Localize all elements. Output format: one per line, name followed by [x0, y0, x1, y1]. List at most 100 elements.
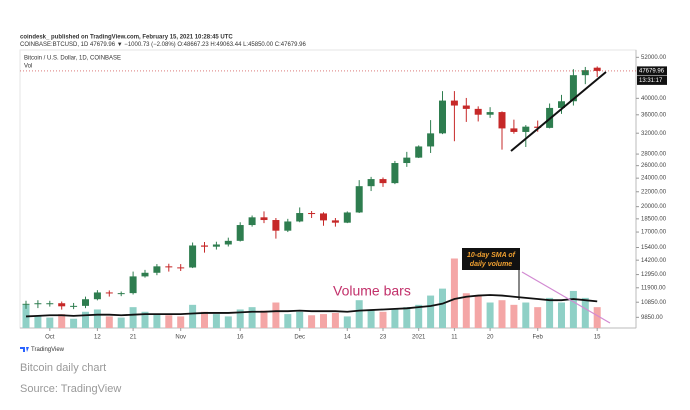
candle-body [189, 245, 197, 268]
x-tick-label: Nov [175, 335, 186, 341]
x-tick-label: 15 [594, 335, 601, 341]
countdown-label: 13:31:17 [639, 78, 663, 84]
volume-bar [105, 316, 113, 328]
y-tick-label: 15400.00 [641, 245, 667, 251]
volume-bar [308, 315, 316, 328]
candle-body [236, 225, 244, 241]
volume-bar [177, 316, 185, 328]
candle-body [58, 303, 66, 307]
candle-body [569, 75, 577, 102]
candle-body [331, 220, 339, 223]
volume-bar [331, 312, 339, 328]
volume-bar [343, 316, 351, 328]
volume-bar [34, 316, 42, 328]
volume-bar [391, 309, 399, 328]
candle-body [427, 133, 435, 147]
volume-bar [153, 314, 161, 328]
candle-body [534, 126, 542, 128]
candle-body [320, 213, 327, 221]
volume-bar [224, 316, 232, 328]
x-tick-label: 16 [237, 335, 244, 341]
x-tick-label: 20 [487, 335, 494, 341]
candle-body [439, 100, 446, 134]
volume-bar [462, 293, 470, 328]
volume-bar [22, 304, 30, 328]
y-tick-label: 26000.00 [641, 163, 667, 169]
candle-body [391, 163, 399, 184]
volume-bar [236, 309, 244, 328]
volume-bars-annotation: Volume bars [333, 283, 411, 299]
y-tick-label: 12950.00 [641, 272, 667, 278]
volume-bar [522, 302, 530, 328]
candle-body [296, 213, 304, 222]
candle-body [450, 100, 458, 106]
candle-body [379, 179, 387, 184]
volume-bar [272, 302, 280, 328]
y-tick-label: 24000.00 [641, 176, 667, 182]
candle-body [141, 272, 149, 277]
volume-bar [93, 309, 101, 328]
candle-body [165, 266, 173, 268]
candle-body [22, 303, 30, 305]
source: Source: TradingView [20, 383, 121, 395]
volume-bar [212, 314, 220, 328]
y-tick-label: 10850.00 [641, 300, 667, 306]
candle-body [70, 305, 78, 307]
volume-bar [46, 317, 54, 328]
y-tick-label: 40000.00 [641, 96, 667, 102]
y-tick-label: 9850.00 [641, 315, 663, 321]
candle-body [153, 266, 161, 273]
candle-body [93, 292, 101, 300]
y-tick-label: 14200.00 [641, 258, 667, 264]
y-tick-label: 20000.00 [641, 204, 667, 210]
x-tick-label: 12 [94, 335, 101, 341]
candle-body [82, 299, 89, 306]
candle-body [581, 70, 589, 76]
volume-bar [546, 297, 554, 328]
candle-body [593, 67, 601, 71]
x-tick-label: Oct [45, 335, 55, 341]
candle-body [105, 292, 113, 294]
logo-icon [20, 347, 29, 352]
volume-label: Vol [24, 64, 32, 70]
candle-body [34, 303, 42, 305]
volume-bar [82, 311, 89, 328]
volume-bar [141, 311, 149, 328]
publisher: coindesk_ published on TradingView.com, … [20, 35, 233, 41]
volume-bar [558, 302, 565, 328]
candle-body [415, 146, 423, 158]
sma-note: daily volume [470, 261, 513, 268]
logo: TradingView [31, 347, 65, 353]
volume-bar [569, 290, 577, 328]
candle-body [272, 220, 280, 231]
volume-bar [593, 307, 601, 328]
caption: Bitcoin daily chart [20, 362, 106, 374]
volume-bar [58, 314, 66, 328]
countdown-box [637, 75, 667, 85]
volume-bar [320, 314, 327, 328]
volume-bar [498, 300, 506, 328]
x-tick-label: 11 [451, 335, 458, 341]
volume-bar [189, 304, 197, 328]
candle-body [522, 126, 530, 132]
volume-bar [248, 307, 256, 328]
volume-bar [367, 309, 375, 328]
last-price-label: 47679.96 [639, 68, 665, 74]
volume-bar [439, 288, 446, 328]
volume-bar [296, 311, 304, 328]
candle-body [367, 179, 375, 187]
y-tick-label: 22000.00 [641, 189, 667, 195]
volume-bar [450, 258, 458, 328]
volume-bar [129, 307, 137, 328]
volume-bar [427, 295, 435, 328]
sma-note: 10-day SMA of [467, 252, 516, 259]
volume-bar [581, 297, 589, 328]
volume-bar [117, 317, 125, 328]
y-tick-label: 28000.00 [641, 152, 667, 158]
volume-bar [284, 314, 292, 328]
volume-bar [474, 295, 482, 328]
candle-body [498, 112, 506, 129]
x-tick-label: Feb [533, 335, 544, 341]
